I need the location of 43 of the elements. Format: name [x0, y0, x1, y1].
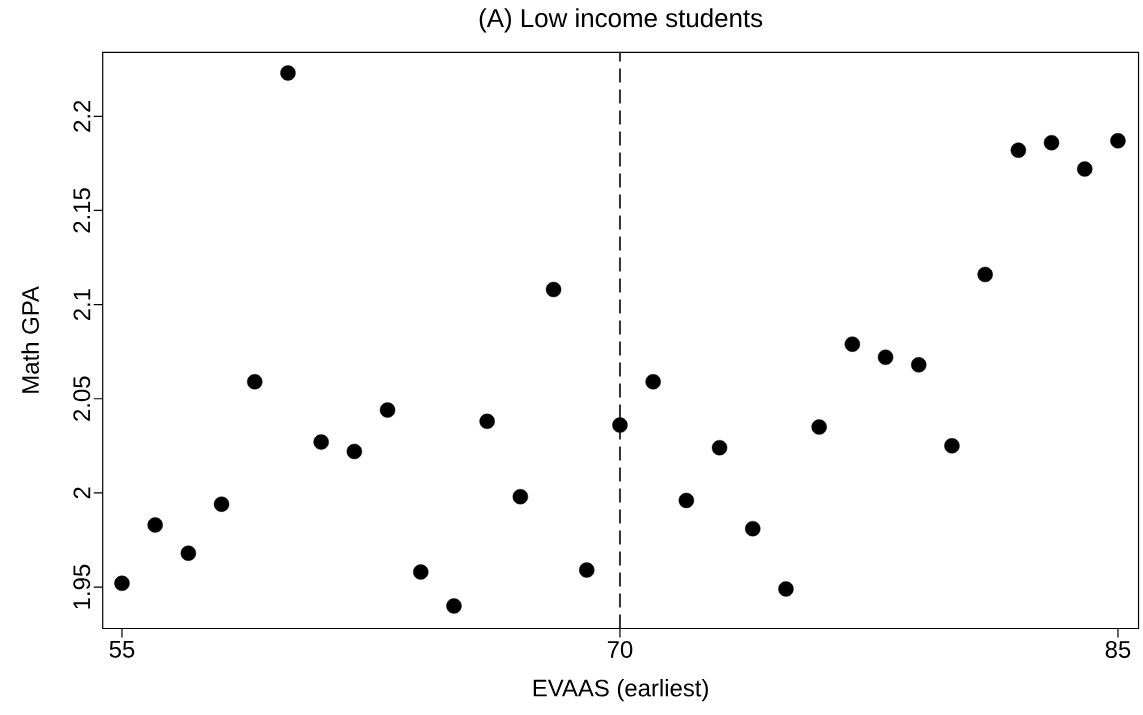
y-axis-title: Math GPA — [21, 286, 39, 393]
point — [645, 374, 661, 390]
point — [711, 440, 728, 456]
point — [944, 438, 960, 454]
point — [1010, 142, 1027, 158]
point — [379, 402, 396, 418]
point — [512, 488, 529, 505]
point — [579, 562, 595, 578]
point — [1043, 134, 1060, 151]
point — [147, 517, 163, 533]
point — [545, 281, 562, 298]
x-tick-label: 85 — [1105, 641, 1131, 658]
point — [778, 581, 794, 597]
x-axis-title: EVAAS (earliest) — [533, 678, 708, 702]
y-tick-label: 2.15 — [73, 188, 91, 233]
point — [811, 419, 827, 435]
point — [446, 598, 462, 614]
point — [413, 564, 429, 580]
x-tick-label: 55 — [109, 641, 135, 658]
y-tick-label: 2 — [73, 487, 91, 499]
point — [911, 357, 927, 373]
point — [977, 266, 993, 283]
point — [1110, 133, 1126, 149]
x-tick-label: 70 — [607, 641, 633, 658]
point — [1077, 161, 1093, 177]
y-tick-label: 2.1 — [73, 289, 91, 321]
point — [844, 336, 861, 352]
point — [313, 434, 329, 450]
point — [877, 349, 894, 366]
y-tick-label: 2.2 — [73, 100, 91, 132]
point — [213, 496, 230, 512]
point — [247, 374, 263, 390]
point — [612, 417, 628, 433]
point — [745, 520, 761, 537]
y-tick-label: 2.05 — [73, 376, 91, 421]
chart-title: (A) Low income students — [479, 8, 763, 33]
point — [280, 65, 296, 81]
point — [479, 413, 495, 430]
point — [678, 492, 695, 509]
point — [114, 575, 130, 591]
point — [346, 443, 363, 460]
point — [180, 545, 197, 561]
y-tick-label: 1.95 — [73, 564, 91, 609]
